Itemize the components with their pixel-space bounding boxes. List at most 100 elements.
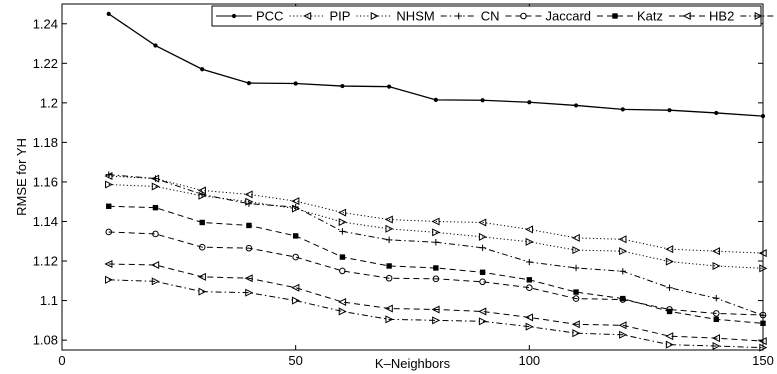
data-point-hb2 bbox=[571, 320, 580, 329]
legend-marker bbox=[231, 13, 237, 19]
data-point-hb2 bbox=[431, 305, 440, 314]
y-tick-label: 1.16 bbox=[33, 174, 58, 189]
y-axis-label: RMSE for YH bbox=[14, 138, 29, 216]
data-point-pip bbox=[525, 225, 534, 234]
data-point-hb1 bbox=[665, 340, 674, 349]
data-point-katz bbox=[199, 219, 205, 226]
y-tick-label: 1.1 bbox=[40, 293, 58, 308]
x-tick-label: 100 bbox=[518, 353, 540, 368]
data-point-jaccard bbox=[432, 275, 440, 283]
legend-marker bbox=[754, 11, 763, 21]
data-point-jaccard bbox=[712, 310, 720, 317]
series-cn bbox=[105, 171, 767, 319]
data-point-hb2 bbox=[244, 274, 253, 283]
data-point-hb1 bbox=[198, 287, 207, 296]
data-point-hb1 bbox=[432, 316, 441, 325]
legend-item-hb1: HB1 bbox=[740, 11, 777, 21]
data-point-katz bbox=[666, 308, 673, 315]
series-pip bbox=[104, 172, 767, 258]
data-point-hb2 bbox=[711, 334, 720, 343]
data-point-hb1 bbox=[572, 329, 581, 338]
data-point-hb2 bbox=[197, 272, 206, 281]
data-point-hb2 bbox=[338, 297, 347, 306]
data-point-jaccard bbox=[339, 267, 346, 275]
data-point-jaccard bbox=[526, 284, 533, 292]
data-point-katz bbox=[713, 316, 719, 323]
data-point-jaccard bbox=[245, 244, 253, 252]
data-point-pip bbox=[244, 190, 253, 199]
series-layer bbox=[104, 11, 768, 352]
data-point-hb2 bbox=[291, 283, 300, 292]
data-point-jaccard bbox=[292, 253, 299, 261]
data-point-katz bbox=[526, 277, 533, 283]
data-point-jaccard bbox=[198, 243, 206, 251]
plot-frame bbox=[61, 3, 764, 351]
data-point-katz bbox=[152, 204, 159, 211]
series-hb2 bbox=[104, 259, 767, 346]
data-point-pcc bbox=[246, 80, 252, 86]
data-point-nhsm bbox=[151, 182, 160, 191]
data-point-hb1 bbox=[478, 317, 487, 326]
data-point-cn bbox=[666, 284, 673, 291]
data-point-nhsm bbox=[385, 224, 394, 233]
series-line-pip bbox=[108, 175, 764, 254]
series-line-jaccard bbox=[108, 231, 764, 316]
data-point-cn bbox=[385, 236, 393, 244]
data-point-hb2 bbox=[478, 307, 487, 316]
legend-marker bbox=[455, 12, 462, 20]
x-tick-label: 0 bbox=[58, 353, 65, 368]
data-point-nhsm bbox=[105, 180, 114, 189]
data-point-nhsm bbox=[432, 228, 441, 237]
legend-marker bbox=[370, 11, 379, 21]
data-point-hb1 bbox=[619, 330, 628, 339]
data-point-katz bbox=[386, 263, 392, 269]
data-point-pip bbox=[291, 197, 300, 206]
data-point-pcc bbox=[573, 103, 579, 108]
data-point-katz bbox=[433, 265, 439, 271]
data-point-cn bbox=[619, 268, 626, 275]
data-point-cn bbox=[292, 203, 299, 211]
data-point-pcc bbox=[714, 110, 719, 116]
legend-label: PCC bbox=[256, 9, 283, 24]
y-tick-label: 1.2 bbox=[40, 95, 58, 110]
data-point-hb1 bbox=[245, 288, 254, 297]
data-point-pcc bbox=[620, 107, 625, 112]
data-point-jaccard bbox=[152, 230, 159, 238]
data-point-nhsm bbox=[619, 247, 628, 256]
x-tick-label: 50 bbox=[288, 353, 302, 368]
data-point-nhsm bbox=[712, 261, 721, 270]
data-point-pip bbox=[338, 208, 347, 217]
data-point-cn bbox=[713, 294, 720, 302]
data-point-hb2 bbox=[618, 321, 627, 330]
legend-item-pcc: PCC bbox=[216, 9, 283, 24]
data-point-jaccard bbox=[479, 278, 486, 286]
data-point-katz bbox=[246, 222, 252, 229]
data-point-pcc bbox=[433, 97, 438, 102]
legend-marker bbox=[612, 13, 618, 19]
data-point-hb1 bbox=[525, 322, 534, 331]
series-line-katz bbox=[108, 205, 764, 324]
data-point-cn bbox=[105, 171, 112, 178]
legend-item-cn: CN bbox=[440, 9, 499, 24]
data-point-pip bbox=[478, 218, 487, 227]
data-point-pcc bbox=[153, 43, 158, 48]
data-point-jaccard bbox=[572, 295, 580, 302]
data-point-pcc bbox=[200, 67, 205, 72]
legend-marker bbox=[520, 12, 527, 20]
data-point-katz bbox=[573, 289, 579, 295]
data-point-katz bbox=[292, 233, 299, 239]
data-point-pcc bbox=[527, 100, 532, 105]
legend-item-nhsm: NHSM bbox=[356, 9, 435, 24]
data-point-nhsm bbox=[525, 237, 534, 246]
data-point-cn bbox=[432, 239, 440, 246]
legend-label: HB2 bbox=[709, 9, 734, 24]
data-point-hb1 bbox=[338, 307, 347, 316]
data-point-jaccard bbox=[105, 228, 113, 236]
y-tick-label: 1.14 bbox=[33, 214, 58, 229]
data-point-katz bbox=[106, 203, 112, 209]
data-point-hb2 bbox=[525, 313, 534, 322]
legend-item-katz: Katz bbox=[597, 9, 663, 24]
legend-marker bbox=[682, 11, 691, 21]
data-point-pcc bbox=[293, 81, 298, 86]
data-point-cn bbox=[572, 264, 580, 272]
